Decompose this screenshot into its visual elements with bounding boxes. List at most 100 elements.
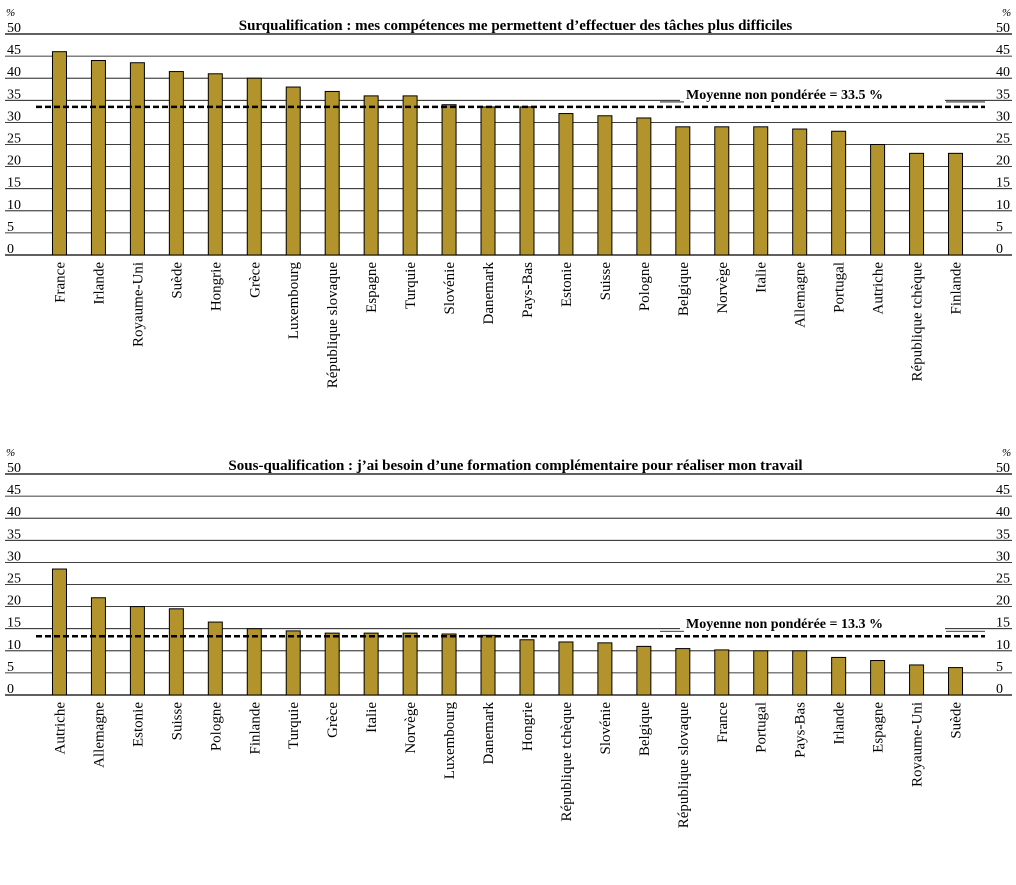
y-tick-label-right: 45 [996,43,1010,58]
chart-title: Surqualification : mes compétences me pe… [239,18,793,34]
y-tick-label-left: 45 [7,483,21,498]
y-tick-label-left: 25 [7,572,21,587]
y-tick-label-right: 0 [996,682,1003,697]
chart-surqualification: % % Surqualification : mes compétences me … [5,7,1012,388]
chart-sous-qualification: % % Sous-qualification : j’ai besoin d’une… [5,447,1012,828]
bar [519,639,535,696]
x-category-label: Norvège [715,262,731,314]
x-category-label: Autriche [871,262,887,315]
bar [909,152,925,256]
bar [597,642,613,696]
bar [207,73,223,256]
y-tick-label-right: 30 [996,109,1010,124]
x-category-label: Suisse [169,702,185,741]
y-tick-label-left: 40 [7,505,21,520]
x-category-label: Danemark [481,262,497,325]
x-category-label: Slovénie [598,702,614,755]
x-category-label: Italie [364,702,380,733]
y-tick-label-left: 10 [7,198,21,213]
average-label-bg [680,615,945,632]
x-category-label: Turquie [403,262,419,309]
bar [870,144,886,256]
bar [168,608,184,696]
x-category-label: Norvège [403,702,419,754]
bar [402,95,418,256]
y-tick-label-left: 20 [7,154,21,169]
y-tick-label-left: 50 [7,461,21,476]
x-category-label: Slovénie [442,262,458,315]
bar [324,90,340,256]
bar [831,656,847,696]
bar [441,633,457,696]
bar [909,664,925,696]
bar [402,632,418,696]
x-category-label: Grèce [247,262,263,298]
y-tick-label-right: 20 [996,154,1010,169]
y-tick-label-right: 20 [996,594,1010,609]
bar [792,128,808,256]
bar [441,104,457,256]
x-category-label: Pays-Bas [520,262,536,318]
bar [246,77,262,256]
bar [285,86,301,256]
bar [714,126,730,256]
bar [597,115,613,256]
bar [558,113,574,256]
bar [792,650,808,696]
bar [324,632,340,696]
chart-title: Sous-qualification : j’ai besoin d’une f… [228,458,802,474]
unit-label-right: % [1002,7,1011,19]
y-tick-label-right: 25 [996,572,1010,587]
bar [90,60,106,256]
x-category-label: Turquie [286,702,302,749]
y-tick-label-right: 30 [996,549,1010,564]
y-tick-label-left: 35 [7,527,21,542]
bar [558,641,574,696]
y-tick-label-left: 20 [7,594,21,609]
x-category-label: Pologne [637,262,653,312]
bar [363,632,379,696]
y-tick-label-right: 15 [996,176,1010,191]
x-category-label: Irlande [832,702,848,745]
x-category-label: Suède [949,702,965,739]
bar [636,645,652,696]
bar [675,648,691,696]
x-category-label: Finlande [949,262,965,315]
bar [675,126,691,256]
x-category-label: Autriche [52,702,68,755]
y-tick-label-right: 50 [996,461,1010,476]
x-category-label: Estonie [130,702,146,747]
x-category-label: France [52,262,68,303]
y-tick-label-left: 30 [7,549,21,564]
y-tick-label-right: 10 [996,638,1010,653]
y-tick-label-left: 5 [7,660,14,675]
x-category-label: Royaume-Uni [130,262,146,347]
y-tick-label-right: 40 [996,65,1010,80]
bar [51,51,67,256]
y-tick-label-left: 15 [7,176,21,191]
bar [714,649,730,696]
y-tick-label-left: 0 [7,242,14,257]
x-category-label: Espagne [871,702,887,753]
y-tick-label-right: 35 [996,87,1010,102]
unit-label-left: % [6,7,15,19]
bar [480,634,496,696]
bar [90,597,106,696]
bar [948,667,964,696]
x-category-label: Irlande [91,262,107,305]
y-tick-label-left: 45 [7,43,21,58]
bar [51,568,67,696]
bar [636,117,652,256]
x-category-label: Danemark [481,702,497,765]
bar [129,606,145,696]
y-tick-label-right: 35 [996,527,1010,542]
x-category-label: Grèce [325,702,341,738]
x-category-label: Suède [169,262,185,299]
x-category-label: Hongrie [208,262,224,311]
y-tick-label-left: 10 [7,638,21,653]
y-tick-label-left: 25 [7,132,21,147]
bar [831,130,847,256]
y-tick-label-right: 0 [996,242,1003,257]
average-label: Moyenne non pondérée = 33.5 % [686,88,883,103]
y-tick-label-right: 10 [996,198,1010,213]
